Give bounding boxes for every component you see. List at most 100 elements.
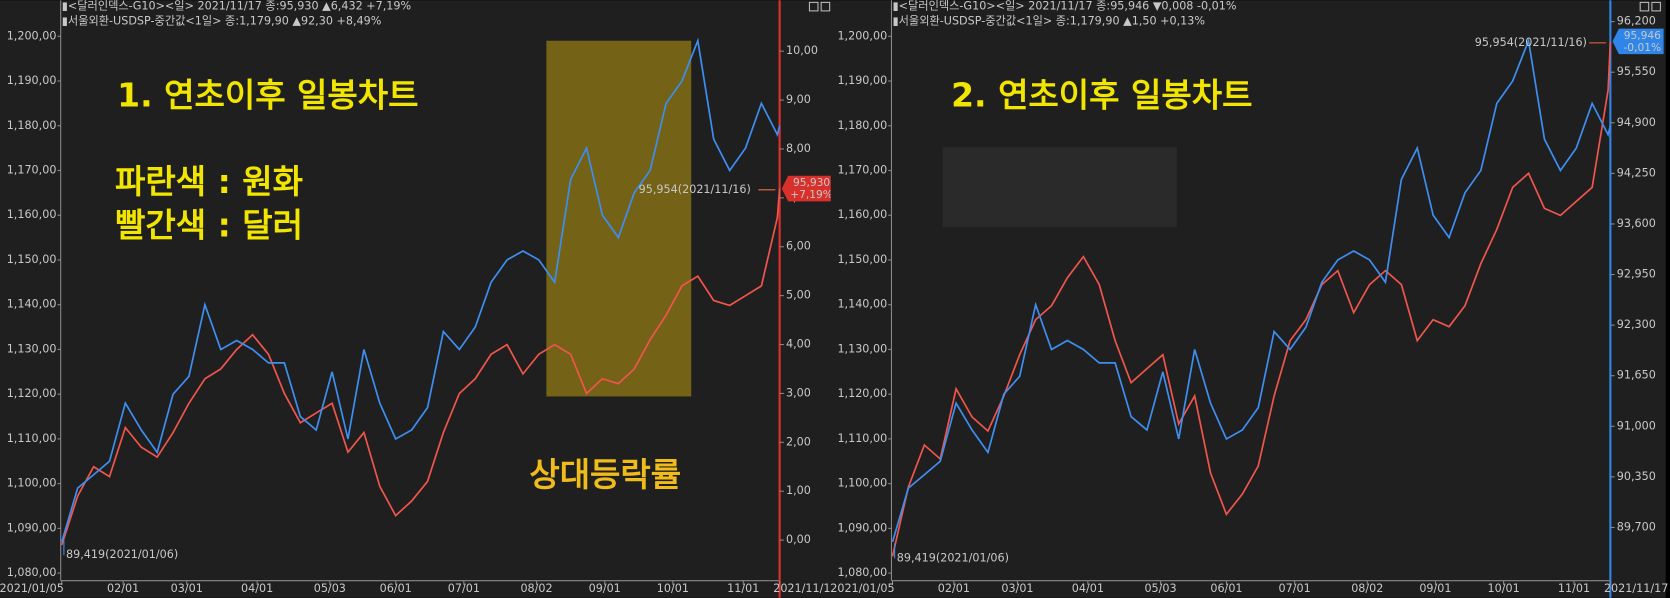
y-tick-label: 1,160,00: [837, 208, 887, 221]
note-text: 2. 연초이후 일봉차트: [951, 76, 1252, 115]
y-tick-label: 1,160,00: [7, 208, 57, 221]
y-tick-label: 1,200,00: [7, 29, 57, 42]
y2-tick-label: 4,00: [786, 338, 811, 351]
y-tick-label: 1,140,00: [7, 298, 57, 311]
y-tick-label: 1,180,00: [7, 119, 57, 132]
x-tick-label: 11/01: [1558, 582, 1590, 595]
x-tick-label: 08/02: [1351, 582, 1383, 595]
y-tick-label: 1,170,00: [837, 163, 887, 176]
legend-entry: ▮<달러인덱스-G10><일> 2021/11/17 종:95,930 ▲6,4…: [62, 0, 411, 13]
y-tick-label: 1,140,00: [837, 298, 887, 311]
y2-tick-label: 94,900: [1617, 116, 1656, 129]
y-tick-label: 1,200,00: [837, 29, 887, 42]
price-marker-label: +7,19%: [790, 188, 833, 201]
x-tick-label: 09/01: [1419, 582, 1451, 595]
y-tick-label: 1,130,00: [7, 342, 57, 355]
y2-tick-label: 94,250: [1617, 166, 1656, 179]
x-tick-label: 03/01: [1001, 582, 1033, 595]
x-tick-label: 03/01: [171, 582, 203, 595]
series-line: [891, 41, 1612, 557]
y2-tick-label: 90,350: [1617, 470, 1656, 483]
y2-tick-label: 1,00: [786, 484, 811, 497]
y-tick-label: 1,150,00: [7, 253, 57, 266]
window-icon: [1639, 1, 1650, 12]
note-text: 상대등락률: [529, 455, 681, 494]
x-tick-label: 05/03: [314, 582, 346, 595]
x-tick-label: 02/01: [938, 582, 970, 595]
y-tick-label: 1,100,00: [7, 477, 57, 490]
y2-tick-label: 5,00: [786, 289, 811, 302]
price-marker: [781, 175, 833, 202]
x-tick-label: 11/01: [727, 582, 759, 595]
note-text: 빨간색 : 달러: [115, 206, 303, 245]
x-tick-label: 07/01: [448, 582, 480, 595]
annotation: 89,419(2021/01/06): [897, 551, 1009, 564]
y2-tick-label: 91,650: [1617, 369, 1656, 382]
y2-tick-label: 6,00: [786, 240, 811, 253]
highlight-box: [546, 40, 692, 397]
y-tick-label: 1,090,00: [837, 521, 887, 534]
x-tick-label: 10/01: [1487, 582, 1519, 595]
y2-tick-label: 93,600: [1617, 217, 1656, 230]
price-marker-label: 95,946: [1624, 29, 1661, 42]
annotation: 95,954(2021/11/16): [1475, 36, 1587, 49]
legend-entry: ▮서울외환-USDSP-중간값<1일> 종:1,179,90 ▲92,30 +8…: [62, 14, 382, 28]
panel-background: [830, 0, 1666, 598]
y-tick-label: 1,080,00: [837, 566, 887, 579]
price-marker-label: -0,01%: [1623, 41, 1661, 54]
price-marker-label: 95,930: [793, 176, 830, 189]
y2-tick-label: 0,00: [786, 533, 811, 546]
y-tick-label: 1,130,00: [837, 342, 887, 355]
y-tick-label: 1,110,00: [837, 432, 887, 445]
y2-tick-label: 92,950: [1617, 268, 1656, 281]
y2-tick-label: 3,00: [786, 386, 811, 399]
y-tick-label: 1,100,00: [837, 477, 887, 490]
x-tick-label: 2021/11/17: [1604, 582, 1668, 595]
x-tick-label: 05/03: [1144, 582, 1176, 595]
y-tick-label: 1,090,00: [7, 521, 57, 534]
y-tick-label: 1,180,00: [837, 119, 887, 132]
y2-tick-label: 10,00: [786, 44, 818, 57]
legend-entry: ▮서울외환-USDSP-중간값<1일> 종:1,179,90 ▲1,50 +0,…: [893, 14, 1205, 28]
x-tick-label: 2021/01/05: [830, 582, 894, 595]
window-icon: [1651, 1, 1661, 12]
y2-tick-label: 8,00: [786, 142, 811, 155]
price-marker: [1612, 28, 1664, 55]
x-tick-label: 09/01: [589, 582, 621, 595]
y2-tick-label: 91,000: [1617, 419, 1656, 432]
window-icon: [820, 1, 831, 12]
x-tick-label: 02/01: [107, 582, 139, 595]
y2-tick-label: 89,700: [1617, 520, 1656, 533]
window-icon: [808, 1, 819, 12]
x-tick-label: 04/01: [1072, 582, 1104, 595]
annotation: 89,419(2021/01/06): [66, 548, 178, 561]
x-tick-label: 07/01: [1278, 582, 1310, 595]
x-tick-label: 10/01: [657, 582, 689, 595]
y-tick-label: 1,120,00: [837, 387, 887, 400]
x-tick-label: 04/01: [241, 582, 273, 595]
x-tick-label: 2021/01/05: [0, 582, 64, 595]
note-text: 파란색 : 원화: [115, 162, 303, 201]
y2-tick-label: 96,200: [1617, 15, 1656, 28]
x-tick-label: 08/02: [520, 582, 552, 595]
y2-tick-label: 2,00: [786, 435, 811, 448]
x-tick-label: 06/01: [1210, 582, 1242, 595]
annotation: 95,954(2021/11/16): [639, 183, 751, 196]
y-tick-label: 1,110,00: [7, 432, 57, 445]
note-text: 1. 연초이후 일봉차트: [117, 76, 418, 115]
chart-panel: 1,080,00 1,090,00 1,100,00 1,110,00 1,120,00…: [830, 0, 1668, 598]
y2-tick-label: 92,300: [1617, 318, 1656, 331]
panel-background: [0, 0, 835, 598]
legend-entry: ▮<달러인덱스-G10><일> 2021/11/17 종:95,946 ▼0,0…: [893, 0, 1237, 13]
y2-tick-label: 95,550: [1617, 65, 1656, 78]
y-tick-label: 1,150,00: [837, 253, 887, 266]
series-line: [60, 188, 781, 546]
series-line: [60, 37, 781, 543]
chart-panel: 1,080,00 1,090,00 1,100,00 1,110,00 1,120,00…: [0, 0, 838, 598]
y-tick-label: 1,170,00: [7, 163, 57, 176]
series-line: [891, 37, 1612, 543]
y-tick-label: 1,190,00: [837, 74, 887, 87]
highlight-box: [942, 147, 1177, 228]
